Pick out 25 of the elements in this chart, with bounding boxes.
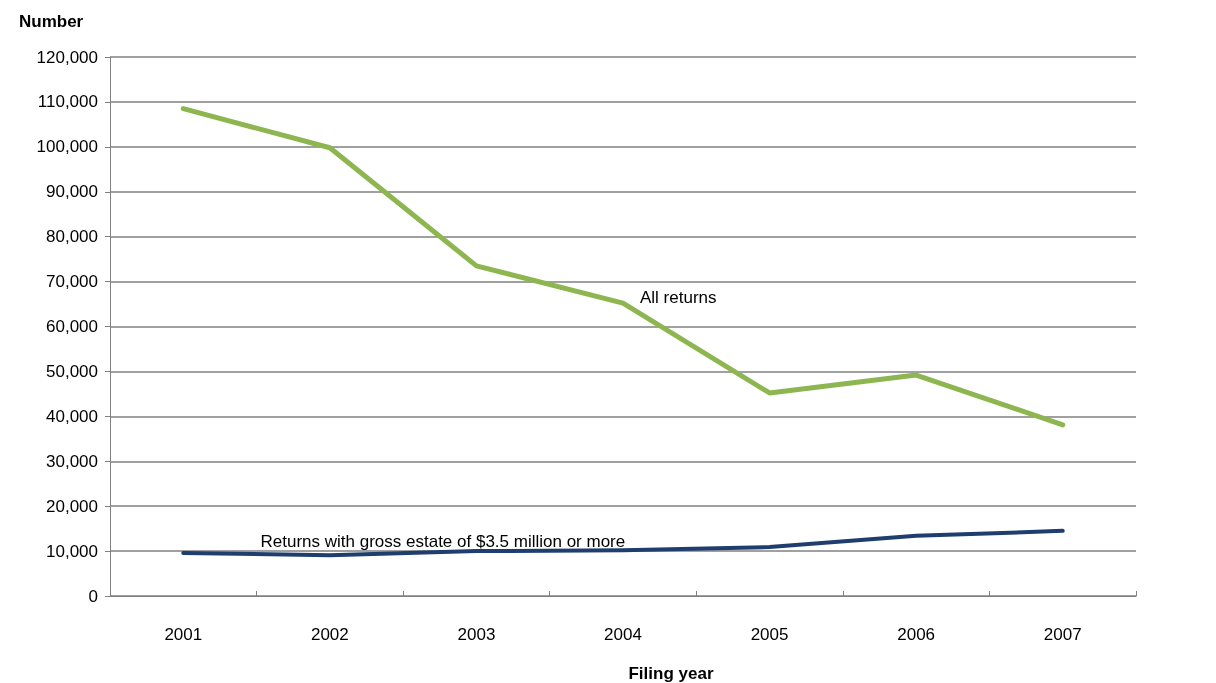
y-tick-label: 40,000: [46, 406, 98, 426]
series-label: Returns with gross estate of $3.5 million or more: [260, 532, 626, 552]
y-tick-label: 60,000: [46, 317, 98, 336]
y-axis-title: Number: [19, 12, 84, 31]
x-axis-title: Filing year: [628, 664, 714, 683]
y-tick-label: 90,000: [46, 182, 98, 202]
x-tick-label: 2001: [164, 625, 203, 644]
series-label: All returns: [640, 287, 717, 307]
y-tick-label: 0: [88, 586, 98, 606]
x-tick-label: 2004: [604, 625, 642, 644]
y-tick-label: 30,000: [46, 451, 98, 471]
y-tick-label: 100,000: [36, 137, 98, 157]
y-tick-label: 120,000: [36, 47, 98, 67]
y-tick-label: 10,000: [46, 541, 98, 561]
y-tick-label: 70,000: [46, 272, 98, 292]
line-series: [181, 528, 1065, 558]
x-tick-label: 2007: [1043, 625, 1082, 644]
x-tick-label: 2006: [897, 625, 936, 644]
x-tick-label: 2003: [457, 625, 496, 644]
x-tick-label: 2002: [310, 625, 349, 644]
y-tick-label: 80,000: [46, 227, 98, 247]
y-tick-label: 50,000: [46, 361, 98, 381]
y-tick-label: 110,000: [37, 92, 98, 112]
x-tick-label: 2005: [750, 625, 789, 644]
y-tick-label: 20,000: [46, 496, 98, 516]
